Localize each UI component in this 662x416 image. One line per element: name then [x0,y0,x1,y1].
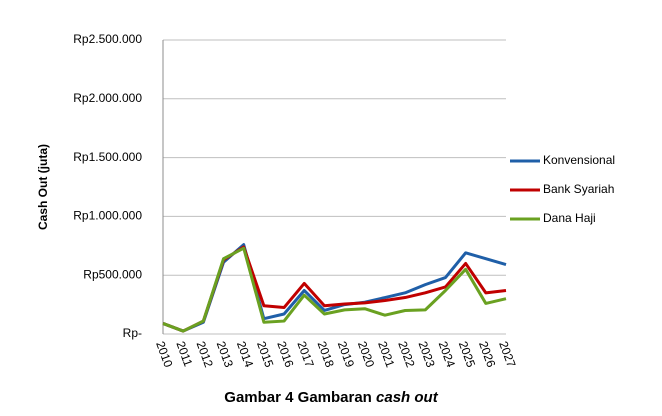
y-tick-label: Rp1.500.000 [73,150,142,164]
x-tick-label: 2017 [294,339,316,369]
x-tick-label: 2018 [315,339,337,369]
y-tick-label: Rp- [123,326,142,340]
x-tick-label: 2024 [436,339,458,369]
x-tick-label: 2025 [456,339,478,369]
y-tick-label: Rp1.000.000 [73,209,142,223]
x-tick-label: 2014 [234,339,256,369]
x-tick-label: 2027 [496,339,518,369]
y-tick-label: Rp2.500.000 [73,32,142,46]
y-tick-label: Rp500.000 [83,267,142,281]
x-tick-label: 2013 [214,339,236,369]
y-tick-label: Rp2.000.000 [73,91,142,105]
x-tick-label: 2023 [415,339,437,369]
x-tick-label: 2026 [476,339,498,369]
caption: Gambar 4 Gambaran cash out [224,389,438,406]
caption-italic: cash out [376,389,439,406]
x-tick-label: 2012 [194,339,216,369]
x-tick-label: 2015 [254,339,276,369]
series-line [162,246,507,333]
legend-label: Konvensional [543,153,615,167]
legend-label: Dana Haji [543,211,596,225]
x-tick-label: 2020 [355,339,377,369]
x-tick-label: 2016 [274,339,296,369]
x-tick-label: 2010 [153,339,175,369]
x-tick-label: 2011 [173,339,195,368]
y-axis-label: Cash Out (juta) [36,144,50,230]
x-tick-label: 2021 [375,339,397,369]
x-tick-label: 2022 [395,339,417,369]
caption-text: Gambar 4 Gambaran [224,389,372,406]
x-tick-label: 2019 [335,339,357,369]
legend-label: Bank Syariah [543,182,614,196]
